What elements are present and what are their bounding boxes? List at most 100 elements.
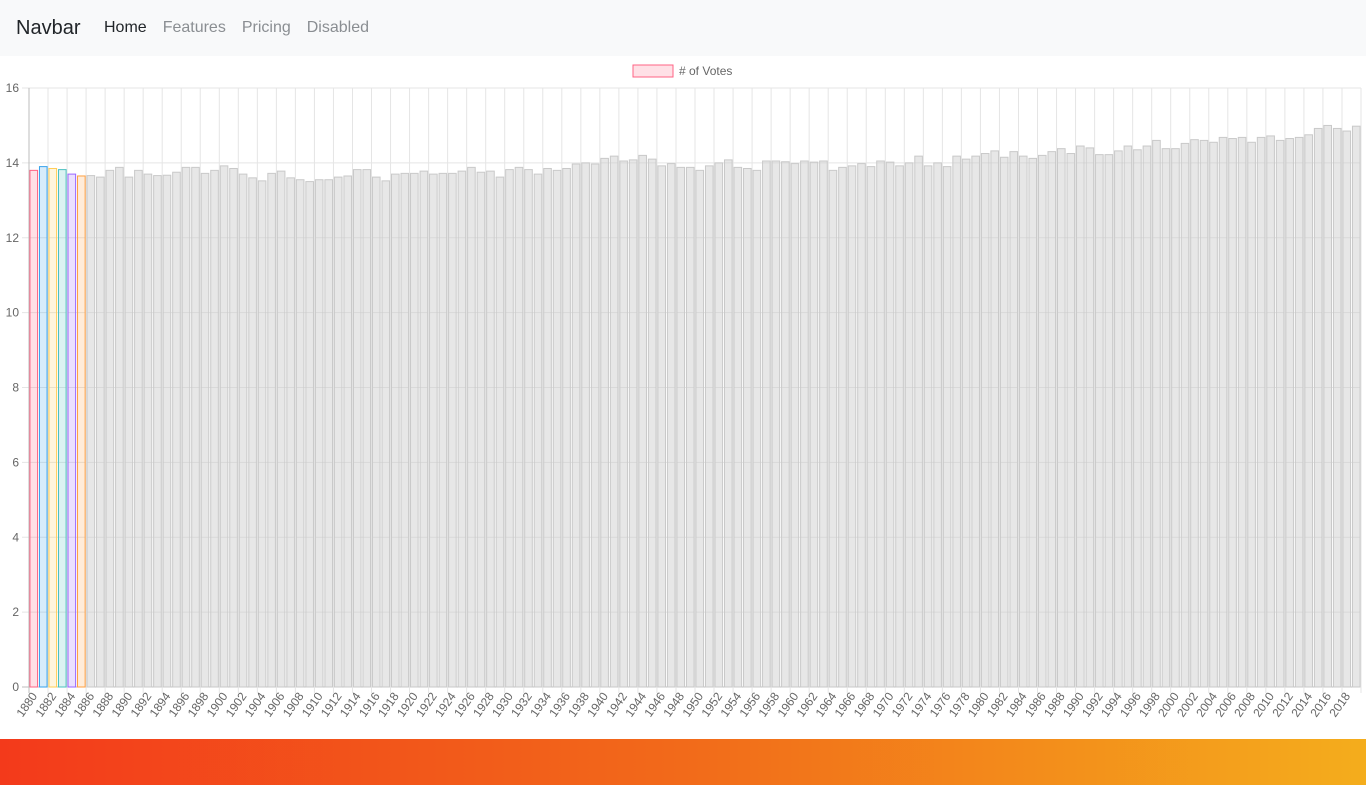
bar <box>1114 150 1123 688</box>
bar <box>343 175 353 688</box>
bar <box>999 156 1009 688</box>
bar <box>1313 127 1323 688</box>
bar <box>172 171 181 688</box>
bar <box>800 160 809 688</box>
bar <box>666 163 676 688</box>
bar <box>1161 148 1171 688</box>
bar <box>1199 139 1209 688</box>
bar <box>248 177 257 688</box>
bar <box>1152 139 1161 688</box>
bar <box>581 162 590 688</box>
bar <box>657 165 667 688</box>
bar <box>1323 124 1333 688</box>
bar <box>191 166 200 688</box>
bar <box>790 163 800 688</box>
bar <box>134 169 143 688</box>
bar <box>847 165 857 688</box>
bar <box>67 173 77 688</box>
bar <box>838 166 847 688</box>
bar <box>723 159 733 688</box>
bar <box>257 180 267 688</box>
bar <box>543 167 552 688</box>
bar <box>105 169 115 688</box>
bar <box>476 171 486 688</box>
bar <box>961 158 971 688</box>
nav-link-home[interactable]: Home <box>104 19 147 36</box>
bar <box>1294 136 1304 688</box>
y-tick-label: 14 <box>6 156 20 170</box>
bar <box>333 176 343 688</box>
chart-bars <box>29 124 1361 688</box>
bar <box>1009 151 1019 688</box>
navbar-brand[interactable]: Navbar <box>16 17 81 39</box>
bar <box>990 150 1000 688</box>
bar <box>486 170 495 688</box>
bar <box>552 169 562 688</box>
bar <box>904 162 914 688</box>
bar <box>314 179 324 688</box>
bar <box>1056 148 1066 688</box>
bar <box>29 169 39 688</box>
bar <box>429 173 438 688</box>
nav-link-disabled: Disabled <box>306 19 369 36</box>
bar <box>286 177 295 688</box>
bar <box>980 153 990 688</box>
bar <box>695 169 705 688</box>
bar <box>933 162 942 688</box>
bar <box>1018 155 1028 688</box>
bar <box>942 166 952 688</box>
bar <box>495 176 505 688</box>
bar <box>153 175 162 688</box>
bar <box>876 160 885 688</box>
chart-container: # of Votes 0 2 4 6 8 10 12 14 16 1880 1882 1884 188… <box>0 56 1366 739</box>
bar <box>1332 127 1342 688</box>
bar <box>400 172 410 688</box>
bar-chart: # of Votes 0 2 4 6 8 10 12 14 16 188018821884188… <box>6 64 1362 720</box>
footer-gradient-bar <box>0 739 1366 785</box>
bar <box>1304 134 1313 688</box>
bar <box>457 170 467 688</box>
bar <box>857 163 866 688</box>
bar <box>48 167 58 688</box>
nav-link-features[interactable]: Features <box>162 19 226 36</box>
bar <box>1228 138 1237 688</box>
bar <box>647 158 657 688</box>
bar <box>866 166 876 688</box>
bar <box>96 176 105 688</box>
y-axis-ticks: 0 2 4 6 8 10 12 14 16 <box>6 81 20 694</box>
bar <box>1237 136 1247 688</box>
bar <box>1285 138 1294 688</box>
bar <box>1256 136 1266 688</box>
bar <box>267 172 276 688</box>
nav-link-pricing[interactable]: Pricing <box>241 19 291 36</box>
bar <box>86 175 96 688</box>
bar <box>514 166 524 688</box>
bar <box>714 162 724 688</box>
bar <box>628 159 638 688</box>
y-tick-label: 4 <box>12 530 19 544</box>
bar <box>971 155 980 688</box>
bar <box>448 172 457 688</box>
chart-legend[interactable]: # of Votes <box>632 64 732 78</box>
bar <box>1180 142 1190 688</box>
bar <box>1266 135 1275 688</box>
bar <box>676 166 686 688</box>
bar <box>533 173 543 688</box>
bar <box>771 160 781 688</box>
bar <box>895 165 904 688</box>
bar <box>381 180 391 688</box>
bar <box>1342 130 1352 688</box>
bar <box>419 170 429 688</box>
bar <box>276 170 286 688</box>
bar <box>238 173 248 688</box>
bar <box>1351 125 1361 688</box>
bar <box>162 174 172 688</box>
bar <box>914 155 923 688</box>
bar <box>685 166 695 688</box>
bar <box>1037 154 1047 688</box>
bar <box>295 179 305 688</box>
bar <box>781 161 790 688</box>
y-tick-label: 16 <box>6 81 20 95</box>
bar <box>1133 149 1142 688</box>
bar <box>1076 145 1085 688</box>
